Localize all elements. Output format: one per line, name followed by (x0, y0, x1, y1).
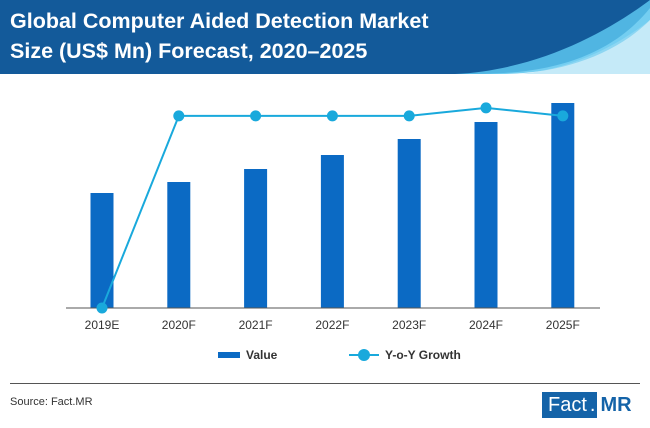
x-tick-label: 2023F (392, 318, 426, 332)
legend-item-value: Value (218, 345, 277, 365)
logo-fact: Fact (542, 392, 590, 418)
legend-item-growth: Y-o-Y Growth (349, 345, 461, 365)
growth-point-2021F (250, 110, 262, 122)
header-banner: Global Computer Aided Detection Market S… (0, 0, 650, 74)
legend-swatch-growth (349, 349, 379, 361)
bar-2020F (167, 182, 191, 308)
x-tick-label: 2019E (85, 318, 120, 332)
legend: Value Y-o-Y Growth (0, 345, 650, 365)
bar-2025F (551, 103, 575, 308)
factmr-logo: Fact . MR (542, 392, 644, 418)
bar-2021F (244, 169, 268, 308)
legend-label-growth: Y-o-Y Growth (385, 348, 461, 362)
title-line-1: Global Computer Aided Detection Market (10, 9, 429, 33)
x-tick-labels: 2019E 2020F 2021F 2022F 2023F 2024F 2025F (85, 318, 580, 332)
growth-point-2023F (403, 110, 415, 122)
x-tick-label: 2020F (162, 318, 196, 332)
growth-point-2022F (326, 110, 338, 122)
legend-swatch-value (218, 352, 240, 358)
source-note: Source: Fact.MR (10, 396, 93, 408)
x-tick-label: 2024F (469, 318, 503, 332)
logo-mr: MR (597, 392, 632, 418)
header-background (0, 0, 650, 74)
bar-2019E (90, 193, 114, 308)
title-line-2: Size (US$ Mn) Forecast, 2020–2025 (10, 39, 368, 63)
chart-area: 2019E 2020F 2021F 2022F 2023F 2024F 2025F (66, 102, 600, 332)
x-tick-label: 2025F (546, 318, 580, 332)
x-tick-label: 2021F (239, 318, 273, 332)
x-tick-label: 2022F (315, 318, 349, 332)
growth-point-2019E (96, 302, 108, 314)
legend-label-value: Value (246, 348, 278, 362)
growth-line-group (96, 102, 569, 314)
page-title: Global Computer Aided Detection Market S… (10, 6, 480, 66)
bars-group (90, 103, 575, 308)
bar-2023F (397, 139, 421, 308)
growth-point-2024F (480, 102, 492, 114)
growth-point-2020F (173, 110, 185, 122)
logo-dot: . (589, 392, 598, 418)
bar-2022F (320, 155, 344, 308)
growth-point-2025F (557, 110, 569, 122)
footer-divider (10, 383, 640, 384)
bar-2024F (474, 122, 498, 308)
